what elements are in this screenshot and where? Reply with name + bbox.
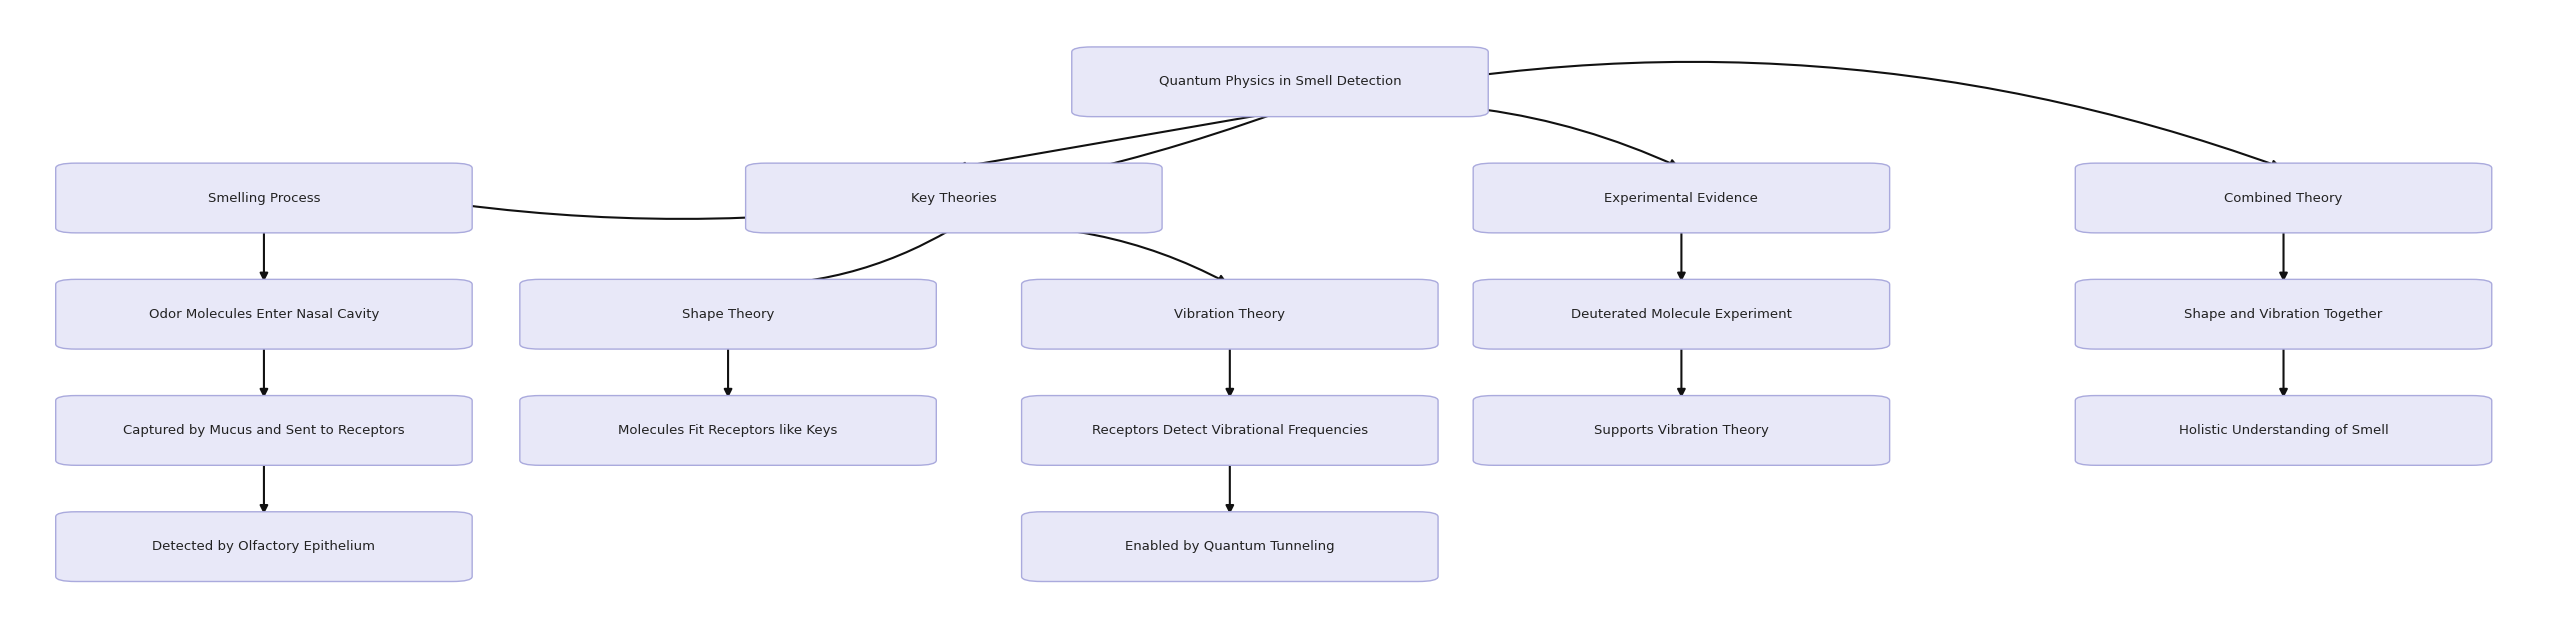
Text: Quantum Physics in Smell Detection: Quantum Physics in Smell Detection: [1160, 75, 1400, 88]
Text: Enabled by Quantum Tunneling: Enabled by Quantum Tunneling: [1124, 540, 1334, 553]
Text: Molecules Fit Receptors like Keys: Molecules Fit Receptors like Keys: [620, 424, 837, 437]
FancyBboxPatch shape: [1073, 47, 1487, 117]
Text: Vibration Theory: Vibration Theory: [1175, 308, 1285, 320]
FancyBboxPatch shape: [1021, 395, 1439, 465]
Text: Odor Molecules Enter Nasal Cavity: Odor Molecules Enter Nasal Cavity: [148, 308, 379, 320]
FancyBboxPatch shape: [1472, 163, 1889, 233]
Text: Receptors Detect Vibrational Frequencies: Receptors Detect Vibrational Frequencies: [1091, 424, 1367, 437]
FancyBboxPatch shape: [745, 163, 1162, 233]
FancyBboxPatch shape: [56, 512, 471, 581]
FancyBboxPatch shape: [2076, 395, 2491, 465]
Text: Experimental Evidence: Experimental Evidence: [1605, 192, 1759, 204]
FancyBboxPatch shape: [2076, 163, 2491, 233]
FancyBboxPatch shape: [1472, 395, 1889, 465]
Text: Combined Theory: Combined Theory: [2225, 192, 2342, 204]
Text: Shape Theory: Shape Theory: [681, 308, 773, 320]
FancyBboxPatch shape: [56, 279, 471, 349]
FancyBboxPatch shape: [56, 395, 471, 465]
Text: Shape and Vibration Together: Shape and Vibration Together: [2184, 308, 2383, 320]
Text: Supports Vibration Theory: Supports Vibration Theory: [1595, 424, 1769, 437]
Text: Deuterated Molecule Experiment: Deuterated Molecule Experiment: [1572, 308, 1792, 320]
Text: Key Theories: Key Theories: [911, 192, 996, 204]
Text: Detected by Olfactory Epithelium: Detected by Olfactory Epithelium: [154, 540, 376, 553]
FancyBboxPatch shape: [1021, 279, 1439, 349]
FancyBboxPatch shape: [520, 395, 937, 465]
Text: Holistic Understanding of Smell: Holistic Understanding of Smell: [2179, 424, 2388, 437]
FancyBboxPatch shape: [1021, 512, 1439, 581]
FancyBboxPatch shape: [56, 163, 471, 233]
FancyBboxPatch shape: [2076, 279, 2491, 349]
Text: Smelling Process: Smelling Process: [207, 192, 320, 204]
FancyBboxPatch shape: [1472, 279, 1889, 349]
FancyBboxPatch shape: [520, 279, 937, 349]
Text: Captured by Mucus and Sent to Receptors: Captured by Mucus and Sent to Receptors: [123, 424, 404, 437]
